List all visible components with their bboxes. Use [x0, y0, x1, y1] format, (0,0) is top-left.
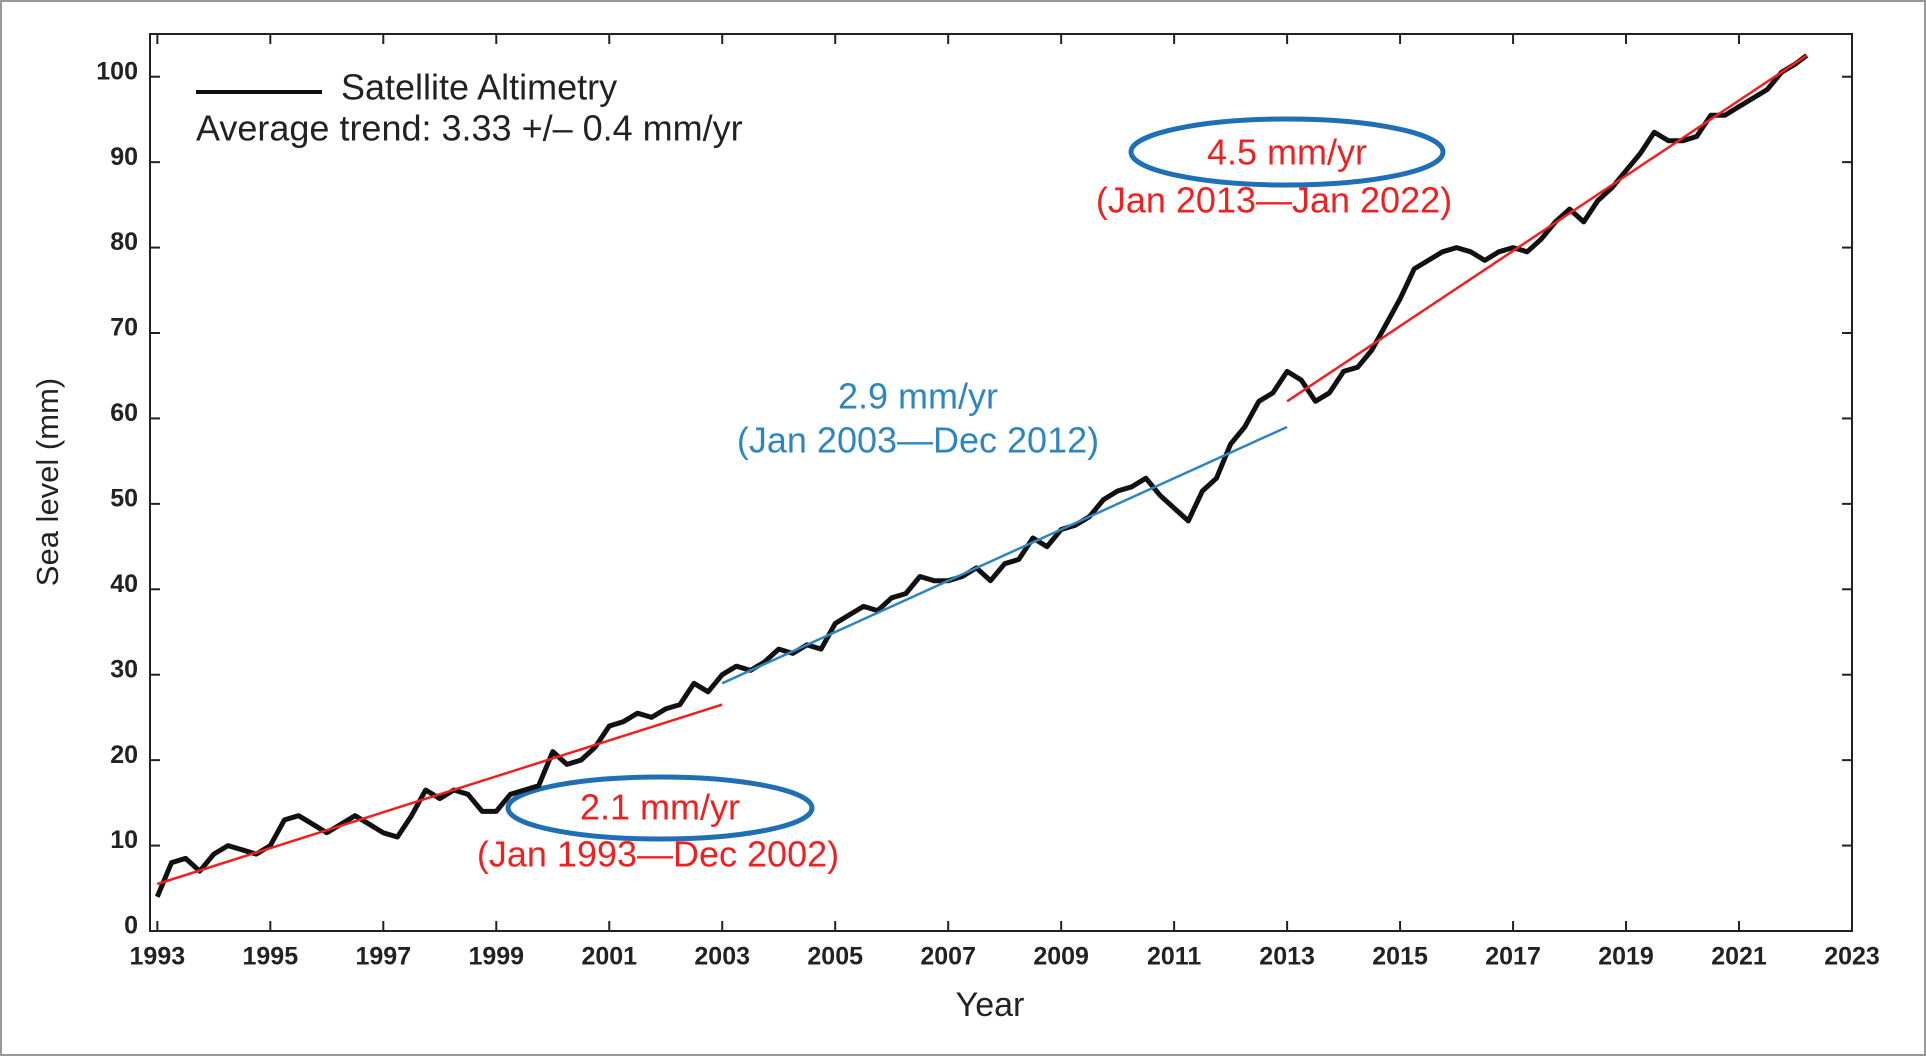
- x-tick-label: 2023: [1824, 943, 1880, 971]
- x-tick-label: 2003: [694, 943, 750, 971]
- annotation: 2.1 mm/yr: [580, 787, 740, 828]
- x-tick-label: 2009: [1033, 943, 1089, 971]
- x-tick-label: 2007: [920, 943, 976, 971]
- highlight-ellipse: [1128, 116, 1446, 188]
- x-axis-label: Year: [956, 986, 1025, 1024]
- data-line: [154, 53, 1809, 898]
- y-tick-label: 100: [96, 57, 138, 85]
- x-tick-label: 2005: [807, 943, 863, 971]
- y-tick-label: 50: [110, 484, 138, 512]
- legend-label: Satellite Altimetry: [341, 67, 617, 108]
- y-axis-label: Sea level (mm): [30, 378, 65, 586]
- y-tick-label: 70: [110, 314, 138, 342]
- y-tick-label: 60: [110, 399, 138, 427]
- x-tick-label: 2013: [1259, 943, 1315, 971]
- trend-line: [1286, 54, 1808, 403]
- y-tick-label: 20: [110, 741, 138, 769]
- y-tick-label: 40: [110, 570, 138, 598]
- annotation: Average trend: 3.33 +/– 0.4 mm/yr: [196, 108, 743, 149]
- x-tick-label: 2017: [1485, 943, 1541, 971]
- x-tick-label: 1993: [130, 943, 186, 971]
- x-tick-label: 1995: [243, 943, 299, 971]
- annotation: 4.5 mm/yr: [1207, 132, 1367, 173]
- y-tick-label: 80: [110, 228, 138, 256]
- x-tick-label: 2021: [1711, 943, 1767, 971]
- annotation: (Jan 2003—Dec 2012): [737, 420, 1099, 461]
- x-tick-label: 2015: [1372, 943, 1428, 971]
- trend-line: [721, 425, 1288, 685]
- x-tick-label: 1997: [355, 943, 411, 971]
- x-tick-label: 2011: [1147, 943, 1201, 971]
- x-tick-label: 2001: [581, 943, 637, 971]
- x-tick-label: 2019: [1598, 943, 1654, 971]
- plot-frame: [149, 33, 1853, 932]
- y-tick-label: 30: [110, 655, 138, 683]
- y-tick-label: 10: [110, 826, 138, 854]
- highlight-ellipse: [505, 774, 815, 842]
- y-tick-label: 0: [124, 912, 138, 940]
- x-tick-label: 1999: [468, 943, 524, 971]
- y-tick-label: 90: [110, 143, 138, 171]
- annotation: (Jan 2013—Jan 2022): [1096, 180, 1452, 221]
- trend-line: [156, 703, 723, 886]
- annotation: (Jan 1993—Dec 2002): [477, 834, 839, 875]
- annotation: 2.9 mm/yr: [838, 376, 998, 417]
